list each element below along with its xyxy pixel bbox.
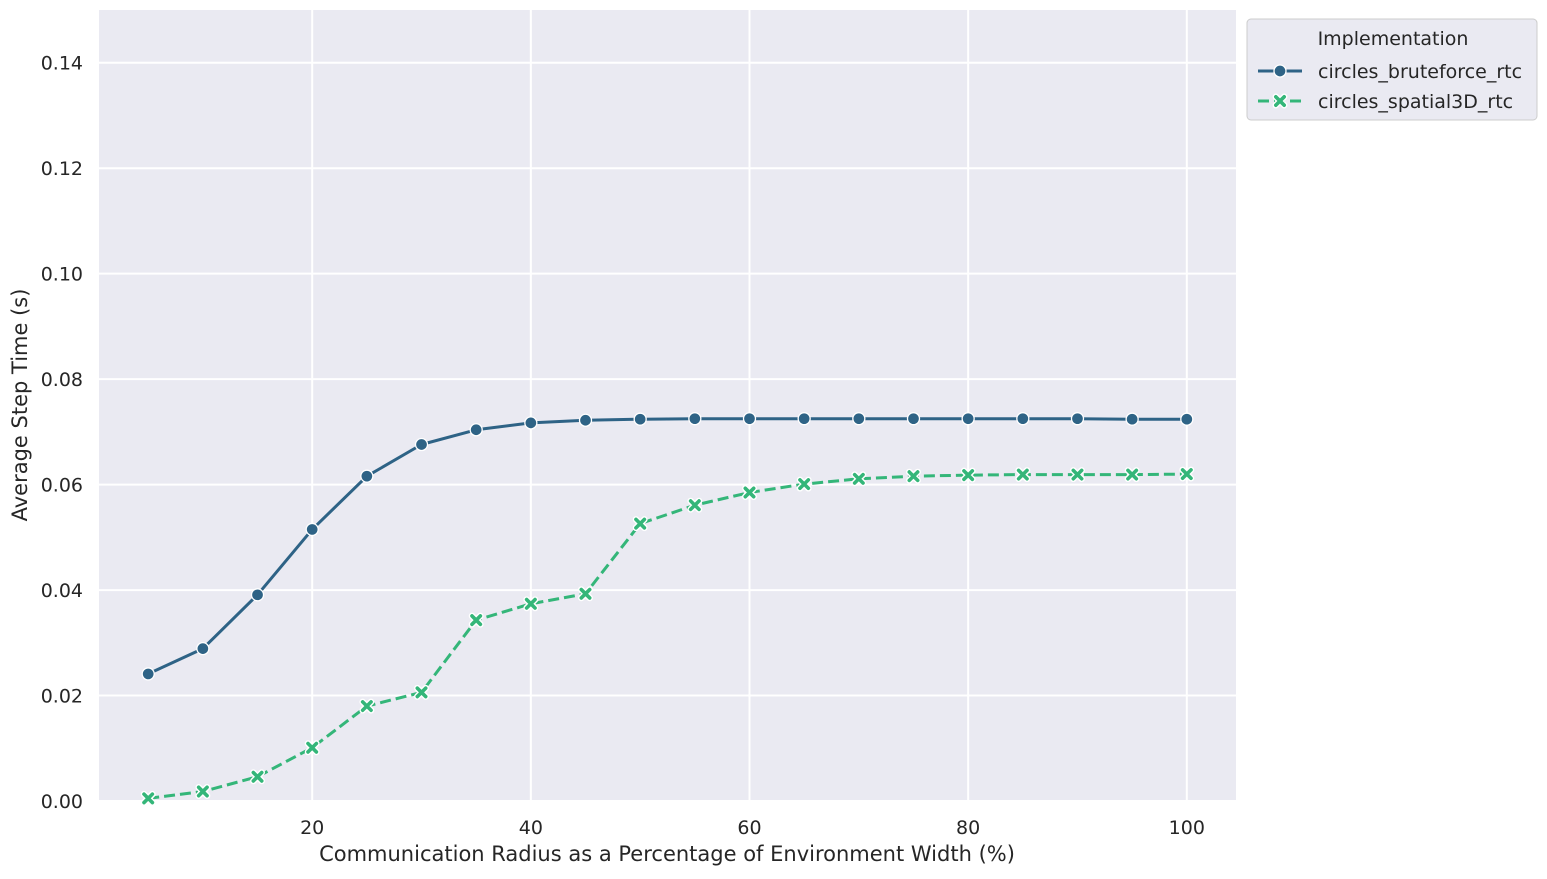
- data-point: [250, 588, 265, 602]
- series-circles_spatial3D_rtc: [140, 466, 1195, 806]
- y-tick-label: 0.10: [41, 264, 83, 286]
- data-point: [414, 684, 429, 700]
- legend-marker: [1273, 64, 1287, 78]
- data-point: [852, 412, 866, 426]
- x-tick-label: 100: [1169, 817, 1205, 839]
- series-line: [148, 472, 1187, 800]
- data-point: [1124, 467, 1140, 483]
- data-point: [359, 698, 375, 714]
- data-point: [414, 437, 429, 452]
- data-point: [906, 412, 921, 426]
- data-point: [196, 641, 210, 656]
- data-point: [742, 485, 757, 500]
- data-point: [140, 790, 156, 806]
- grid-lines: [99, 10, 1236, 802]
- x-tick-label: 60: [737, 817, 761, 839]
- tick-labels: 20 40 60 80 100 0.00 0.02 0.04 0.06 0.08 0.10 0.12 0…: [41, 53, 1205, 839]
- data-point: [469, 423, 483, 437]
- data-point: [141, 667, 155, 681]
- y-tick-label: 0.12: [41, 158, 83, 180]
- y-tick-label: 0.02: [41, 686, 83, 708]
- data-point: [851, 471, 867, 487]
- x-tick-label: 40: [519, 817, 543, 839]
- data-point: [468, 612, 484, 628]
- data-point: [1070, 467, 1085, 483]
- data-point: [578, 586, 593, 602]
- y-tick-label: 0.00: [41, 791, 83, 813]
- data-point: [1070, 412, 1085, 426]
- legend-marker: [1272, 93, 1288, 109]
- data-point: [906, 468, 921, 484]
- data-point: [250, 769, 265, 785]
- legend-box: [1246, 18, 1538, 121]
- data-point: [304, 740, 320, 756]
- data-point: [305, 522, 319, 537]
- data-point: [961, 412, 975, 426]
- series-circles_bruteforce_rtc: [141, 412, 1194, 681]
- legend-label: circles_bruteforce_rtc: [1318, 61, 1522, 83]
- data-point: [1179, 466, 1195, 482]
- y-tick-label: 0.08: [41, 369, 83, 391]
- series-layer: [140, 412, 1195, 806]
- data-point: [742, 412, 757, 426]
- legend-title: Implementation: [1318, 28, 1469, 50]
- data-point: [1180, 412, 1194, 426]
- data-point: [524, 416, 538, 430]
- y-tick-label: 0.06: [41, 475, 83, 497]
- legend-label: circles_spatial3D_rtc: [1318, 91, 1513, 113]
- legend: Implementation circles_bruteforce_rtccir…: [1246, 18, 1538, 121]
- data-point: [633, 412, 647, 426]
- legend-item: circles_bruteforce_rtc: [1258, 61, 1522, 83]
- data-point: [523, 596, 539, 612]
- data-point: [688, 412, 702, 426]
- data-point: [797, 412, 811, 426]
- data-point: [195, 784, 211, 799]
- data-point: [1125, 412, 1139, 426]
- data-point: [960, 467, 976, 483]
- x-tick-label: 80: [956, 817, 980, 839]
- data-point: [687, 497, 703, 513]
- x-tick-label: 20: [300, 817, 324, 839]
- legend-items: circles_bruteforce_rtc circles_spatial3D_…: [1258, 61, 1522, 113]
- y-tick-label: 0.14: [41, 53, 83, 75]
- data-point: [796, 476, 812, 492]
- data-point: [1016, 412, 1030, 426]
- y-tick-label: 0.04: [41, 580, 83, 602]
- data-point: [360, 469, 374, 483]
- data-point: [1015, 467, 1031, 483]
- data-point: [578, 413, 593, 427]
- legend-item: circles_spatial3D_rtc: [1258, 91, 1513, 113]
- series-line: [147, 417, 1187, 676]
- data-point: [632, 516, 648, 532]
- x-axis-label: Communication Radius as a Percentage of …: [319, 842, 1015, 866]
- y-axis-label: Average Step Time (s): [8, 289, 32, 522]
- plot-area: [99, 10, 1236, 801]
